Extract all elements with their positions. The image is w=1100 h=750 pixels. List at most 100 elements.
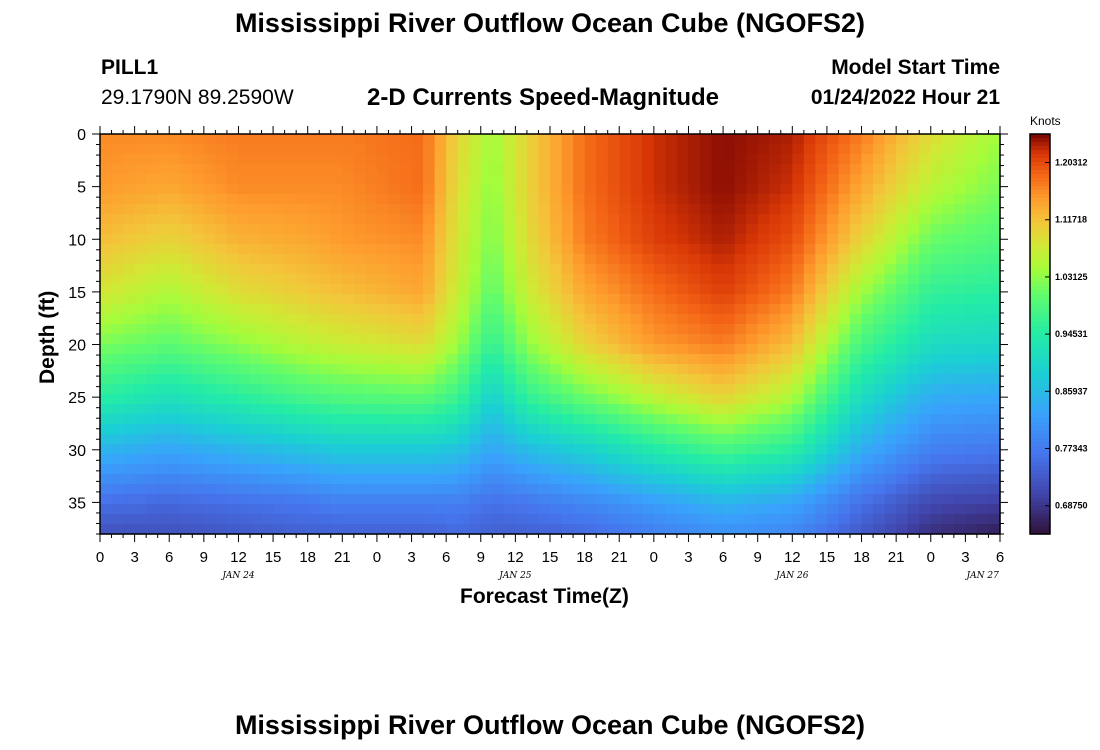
heatmap-cell bbox=[607, 154, 620, 165]
heatmap-cell bbox=[515, 474, 528, 485]
heatmap-cell bbox=[930, 244, 943, 255]
heatmap-cell bbox=[711, 284, 724, 295]
heatmap-cell bbox=[538, 294, 551, 305]
heatmap-cell bbox=[815, 344, 828, 355]
heatmap-cell bbox=[965, 524, 978, 535]
heatmap-cell bbox=[723, 234, 736, 245]
heatmap-cell bbox=[446, 454, 459, 465]
heatmap-cell bbox=[515, 434, 528, 445]
heatmap-cell bbox=[653, 214, 666, 225]
heatmap-cell bbox=[480, 294, 493, 305]
colorbar-segment bbox=[1030, 522, 1050, 527]
heatmap-cell bbox=[330, 504, 343, 515]
heatmap-cell bbox=[584, 504, 597, 515]
heatmap-cell bbox=[850, 194, 863, 205]
heatmap-cell bbox=[134, 174, 147, 185]
heatmap-cell bbox=[723, 164, 736, 175]
heatmap-cell bbox=[826, 384, 840, 395]
heatmap-cell bbox=[284, 384, 297, 395]
heatmap-cell bbox=[642, 424, 655, 435]
heatmap-cell bbox=[169, 134, 182, 145]
heatmap-cell bbox=[584, 194, 597, 205]
heatmap-cell bbox=[607, 354, 620, 365]
heatmap-cell bbox=[584, 334, 597, 345]
heatmap-cell bbox=[411, 374, 424, 385]
heatmap-cell bbox=[976, 194, 990, 205]
heatmap-cell bbox=[538, 394, 551, 405]
heatmap-cell bbox=[400, 134, 413, 145]
heatmap-cell bbox=[619, 514, 632, 525]
heatmap-cell bbox=[573, 134, 586, 145]
heatmap-cell bbox=[169, 254, 182, 265]
heatmap-cell bbox=[896, 304, 909, 315]
heatmap-cell bbox=[100, 154, 113, 165]
heatmap-cell bbox=[665, 324, 678, 335]
heatmap-cell bbox=[503, 144, 516, 155]
heatmap-cell bbox=[284, 184, 297, 195]
heatmap-cell bbox=[873, 334, 886, 345]
heatmap-cell bbox=[100, 394, 113, 405]
heatmap-cell bbox=[203, 334, 216, 345]
heatmap-cell bbox=[688, 394, 701, 405]
heatmap-cell bbox=[319, 404, 332, 415]
heatmap-cell bbox=[411, 344, 424, 355]
heatmap-cell bbox=[676, 284, 690, 295]
heatmap-cell bbox=[250, 454, 263, 465]
heatmap-cell bbox=[261, 404, 274, 415]
heatmap-cell bbox=[780, 394, 793, 405]
heatmap-cell bbox=[630, 164, 643, 175]
heatmap-cell bbox=[861, 504, 874, 515]
heatmap-cell bbox=[296, 264, 309, 275]
heatmap-cell bbox=[907, 254, 920, 265]
heatmap-cell bbox=[780, 384, 793, 395]
heatmap-cell bbox=[711, 514, 724, 525]
x-tick-label: 15 bbox=[819, 549, 836, 566]
heatmap-cell bbox=[584, 274, 597, 285]
heatmap-cell bbox=[388, 184, 401, 195]
heatmap-cell bbox=[492, 264, 505, 275]
heatmap-cell bbox=[238, 444, 251, 455]
heatmap-cell bbox=[976, 434, 990, 445]
heatmap-cell bbox=[400, 504, 413, 515]
heatmap-cell bbox=[526, 244, 540, 255]
heatmap-cell bbox=[434, 384, 447, 395]
heatmap-cell bbox=[792, 304, 805, 315]
heatmap-cell bbox=[492, 384, 505, 395]
heatmap-cell bbox=[769, 504, 782, 515]
heatmap-cell bbox=[769, 484, 782, 495]
heatmap-cell bbox=[169, 474, 182, 485]
heatmap-cell bbox=[515, 164, 528, 175]
heatmap-cell bbox=[492, 134, 505, 145]
heatmap-cell bbox=[307, 384, 320, 395]
heatmap-cell bbox=[861, 484, 874, 495]
heatmap-cell bbox=[746, 284, 759, 295]
heatmap-cell bbox=[411, 204, 424, 215]
heatmap-cell bbox=[342, 454, 355, 465]
heatmap-cell bbox=[250, 184, 263, 195]
heatmap-cell bbox=[688, 264, 701, 275]
heatmap-cell bbox=[850, 344, 863, 355]
heatmap-cell bbox=[296, 444, 309, 455]
heatmap-cell bbox=[411, 304, 424, 315]
heatmap-cell bbox=[457, 254, 470, 265]
heatmap-cell bbox=[250, 204, 263, 215]
heatmap-cell bbox=[907, 404, 920, 415]
heatmap-cell bbox=[123, 144, 136, 155]
heatmap-cell bbox=[226, 464, 240, 475]
heatmap-cell bbox=[746, 234, 759, 245]
heatmap-cell bbox=[596, 444, 609, 455]
heatmap-cell bbox=[988, 364, 1001, 375]
heatmap-cell bbox=[561, 424, 574, 435]
heatmap-cell bbox=[100, 254, 113, 265]
heatmap-cell bbox=[642, 284, 655, 295]
heatmap-cell bbox=[734, 324, 747, 335]
heatmap-cell bbox=[653, 454, 666, 465]
heatmap-cell bbox=[250, 344, 263, 355]
heatmap-cell bbox=[342, 224, 355, 235]
heatmap-cell bbox=[953, 134, 966, 145]
heatmap-cell bbox=[584, 314, 597, 325]
heatmap-cell bbox=[907, 294, 920, 305]
heatmap-cell bbox=[734, 384, 747, 395]
heatmap-cell bbox=[284, 274, 297, 285]
heatmap-cell bbox=[550, 324, 563, 335]
